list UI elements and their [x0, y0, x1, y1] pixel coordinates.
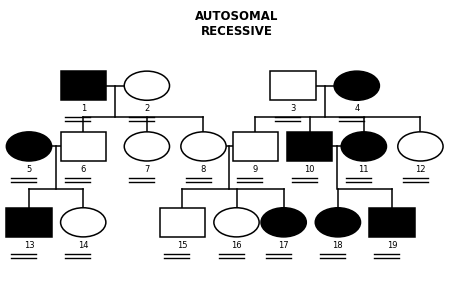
Text: 16: 16 [231, 241, 242, 249]
Text: 12: 12 [415, 165, 426, 174]
Text: 13: 13 [24, 241, 35, 249]
Circle shape [124, 132, 169, 161]
Text: 15: 15 [177, 241, 187, 249]
Text: 11: 11 [359, 165, 369, 174]
Text: 5: 5 [26, 165, 32, 174]
Text: 19: 19 [387, 241, 397, 249]
Text: 3: 3 [290, 104, 296, 113]
Text: 7: 7 [144, 165, 149, 174]
Circle shape [124, 71, 169, 100]
Circle shape [398, 132, 443, 161]
Bar [271, 71, 316, 100]
Text: 14: 14 [78, 241, 88, 249]
Circle shape [214, 208, 259, 237]
Bar [369, 208, 415, 237]
Circle shape [315, 208, 360, 237]
Circle shape [6, 132, 52, 161]
Bar [61, 132, 106, 161]
Text: 2: 2 [144, 104, 149, 113]
Text: 9: 9 [253, 165, 258, 174]
Text: 10: 10 [304, 165, 315, 174]
Circle shape [181, 132, 226, 161]
Text: 17: 17 [278, 241, 289, 249]
Circle shape [261, 208, 307, 237]
Bar [6, 208, 52, 237]
Text: 8: 8 [201, 165, 206, 174]
Text: 18: 18 [333, 241, 343, 249]
Text: AUTOSOMAL
RECESSIVE: AUTOSOMAL RECESSIVE [195, 10, 278, 38]
Text: 4: 4 [354, 104, 359, 113]
Bar [61, 71, 106, 100]
Circle shape [334, 71, 379, 100]
Text: 1: 1 [80, 104, 86, 113]
Circle shape [341, 132, 386, 161]
Text: 6: 6 [80, 165, 86, 174]
Bar [233, 132, 278, 161]
Bar [159, 208, 205, 237]
Bar [287, 132, 332, 161]
Circle shape [61, 208, 106, 237]
